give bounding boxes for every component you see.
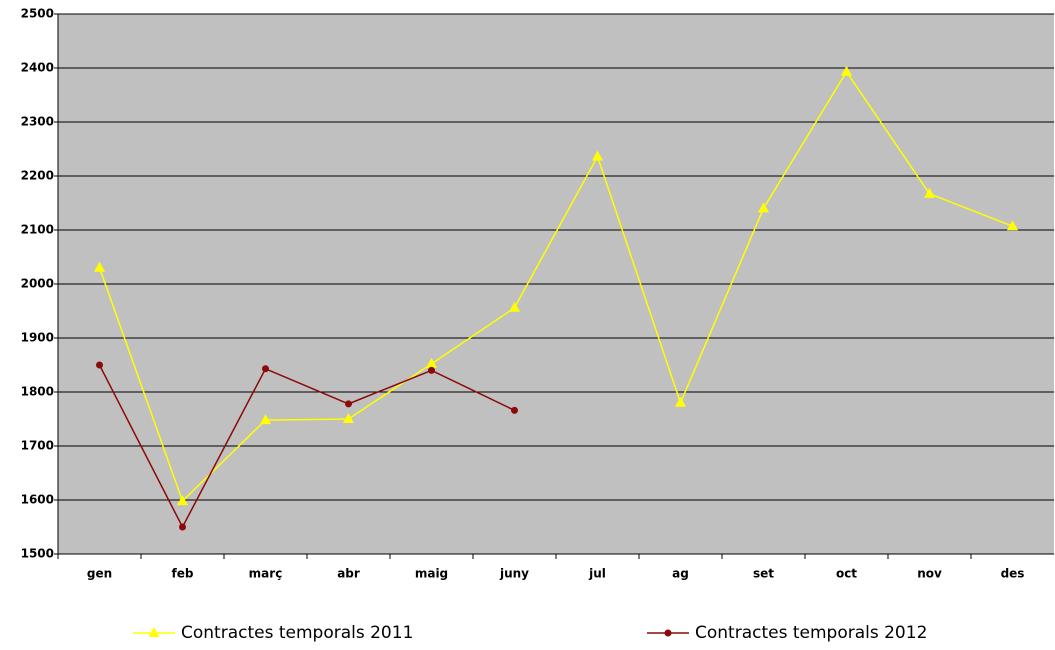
series-line — [98, 70, 1013, 503]
x-tick-label: juny — [499, 567, 529, 581]
data-point — [1007, 220, 1018, 231]
series-line — [98, 364, 515, 529]
y-tick-label: 2400 — [21, 61, 54, 75]
data-point — [509, 301, 520, 312]
data-point — [260, 414, 271, 425]
y-tick-label: 2000 — [21, 277, 54, 291]
data-point — [428, 366, 435, 374]
legend-text: Contractes temporals 2012 — [695, 623, 927, 643]
data-point — [758, 202, 769, 213]
x-tick-label: des — [1001, 567, 1025, 581]
x-tick-label: oct — [836, 567, 857, 581]
x-tick-label: nov — [917, 567, 942, 581]
x-tick-label: gen — [87, 567, 112, 581]
data-point — [96, 361, 103, 369]
legend-marker — [148, 627, 160, 637]
y-tick-label: 1800 — [21, 385, 54, 399]
data-point — [841, 65, 852, 76]
data-point — [179, 523, 186, 531]
data-point — [345, 400, 352, 408]
y-tick-label: 2300 — [21, 115, 54, 129]
data-point — [924, 187, 935, 198]
legend-marker — [664, 629, 672, 637]
data-point — [592, 150, 603, 161]
data-point — [94, 261, 105, 272]
legend-entry: Contractes temporals 2011 — [133, 623, 413, 643]
legend-entry: Contractes temporals 2012 — [647, 623, 927, 643]
data-point — [177, 495, 188, 506]
x-tick-label: feb — [172, 567, 194, 581]
x-tick-label: jul — [588, 567, 606, 581]
y-tick-label: 2500 — [21, 7, 54, 21]
data-point — [426, 357, 437, 368]
y-tick-label: 1600 — [21, 493, 54, 507]
x-tick-label: maig — [415, 567, 448, 581]
y-tick-label: 1500 — [21, 547, 54, 561]
y-tick-label: 2200 — [21, 169, 54, 183]
y-tick-label: 1700 — [21, 439, 54, 453]
legend-text: Contractes temporals 2011 — [181, 623, 413, 643]
data-point — [675, 396, 686, 407]
x-tick-label: març — [249, 567, 283, 581]
x-tick-label: set — [753, 567, 774, 581]
y-tick-label: 2100 — [21, 223, 54, 237]
x-tick-label: abr — [337, 567, 360, 581]
data-point — [343, 413, 354, 423]
x-tick-label: ag — [672, 567, 689, 581]
data-point — [511, 406, 518, 414]
y-tick-label: 1900 — [21, 331, 54, 345]
data-point — [262, 365, 269, 373]
